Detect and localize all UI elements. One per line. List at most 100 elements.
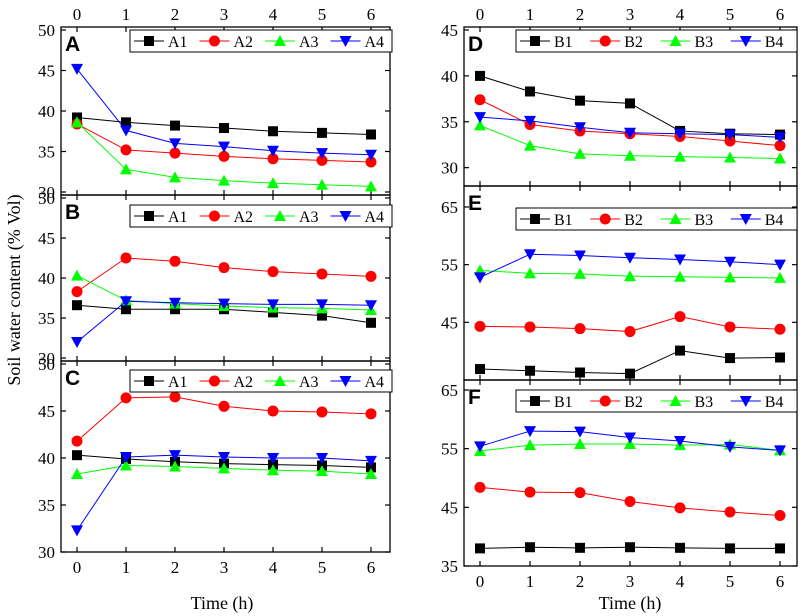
panel-c-ytick-label: 45 [38,402,55,421]
panel-d-legend: B1 B2 B3 B4 [515,29,798,53]
panel-a-series-a4-point [71,63,83,75]
panel-a-ytick-label: 50 [38,21,55,40]
panel-e-series-b2-point [624,326,636,338]
panel-f-ytick-label: 65 [441,381,458,400]
panel-c-series-a1-point [366,462,376,473]
panel-c-series-a2-point [365,408,377,420]
panel-b-series-a2-point [120,252,132,264]
panel-e-legend-label: B4 [765,212,784,229]
panel-d-series-b4-point [774,132,786,144]
panel-d-series-b2-point [774,140,786,152]
panel-e-series-b2-point [574,323,586,335]
panel-b-legend-swatch-marker [339,211,352,222]
panel-a-ytick-label: 40 [38,102,55,121]
panel-b-series-a2-point [169,255,181,267]
panel-b-series-a4-point [169,297,181,309]
panel-d-series-b3-point [674,150,686,162]
panel-e-legend-label: B3 [695,212,714,229]
panel-f-series-b4-point [674,436,686,448]
panel-b-series-a1-point [366,317,376,328]
panel-d-series-b3-point [574,147,586,159]
panel-b-legend-label: A1 [168,209,188,226]
panel-e-series-b4-point [674,254,686,266]
panel-e-series-b3-point [674,270,686,282]
panel-a-legend-swatch-marker [144,36,154,46]
panel-a-legend-swatch-marker [209,35,220,47]
panel-e-legend-swatch-marker [669,213,682,224]
panel-c-legend-swatch-marker [274,375,286,386]
panel-d-series-b3-point [474,119,486,131]
panel-f-series-b1-point [475,543,485,554]
panel-e-ytick-label: 65 [441,198,458,217]
panel-c-legend-swatch-marker [339,376,352,387]
panel-e: 45 55 65 E B1 B2 B3 B4 [441,185,798,381]
panel-a-series-a3-point [169,171,181,183]
panel-e-series-b1-point [775,352,785,363]
panel-b-legend-swatch-marker [144,211,154,221]
panel-a-series-a4-point [365,149,377,161]
panel-e-series-b3-point [774,271,786,283]
panel-e-series-b4-point [474,272,486,284]
panel-e-legend-label: B1 [554,212,573,229]
panel-a-legend-label: A2 [234,34,254,51]
panel-c-series-a4-point [218,452,230,464]
panel-b-series-a1-point [72,300,82,311]
panel-c-legend-swatch-marker [209,375,220,387]
panel-f-series-b4-point [724,441,736,453]
panel-e-series-b3-point [574,267,586,279]
panel-a-series-a4-point [267,145,279,157]
panel-c-series-a2-point [218,400,230,412]
panel-d-legend-label: B1 [554,34,573,51]
panel-f-series-b1-point [675,542,685,553]
panel-f-legend: B1 B2 B3 B4 [515,389,798,413]
panel-e-legend-swatch-marker [739,214,752,225]
panel-e-series-b1-point [525,365,535,376]
y-axis-title: Soil water content (% Vol) [4,194,25,385]
panel-f-legend-label: B3 [695,394,714,411]
panel-b-series-a1-point [121,304,131,315]
panel-d-top-xtick-label: 0 [476,5,485,24]
panel-d-series-b4-point [724,129,736,141]
panel-a-ytick-label: 35 [38,143,55,162]
panel-b-series-a2-point [316,268,328,280]
panel-f-legend-label: B2 [624,394,643,411]
panel-d-legend-swatch-marker [739,36,752,47]
panel-e-letter: E [468,192,482,215]
panel-d-letter: D [468,33,483,56]
panel-a-series-a3-point [365,180,377,192]
panel-c-ytick-label: 30 [38,543,55,562]
panel-c-legend-swatch-marker [144,376,154,386]
panel-b-ytick-label: 35 [38,309,55,328]
panel-e-series-b1-point [675,345,685,356]
panel-a-top-xtick-label: 5 [318,5,327,24]
panel-b-series-a4-point [365,300,377,312]
panel-c-series-a4-point [169,450,181,462]
panel-e-series-b4-point [574,250,586,262]
panel-d-ytick-label: 40 [441,67,458,86]
panel-a-series-a3-point [120,163,132,175]
panel-e-legend-swatch-marker [599,213,611,225]
panel-a-letter: A [65,33,80,56]
panel-c-series-a4-point [71,525,83,537]
panel-a-top-xtick-label: 2 [171,5,180,24]
panel-e-series-b2-point [724,321,736,333]
panel-c-xtick-label: 3 [220,558,229,577]
panel-c-legend-label: A1 [168,374,188,391]
panel-c-series-a4-point [365,455,377,467]
panel-f-legend-label: B4 [765,394,784,411]
panel-f-series-b3-point [574,437,586,449]
panel-a-series-a3-point [71,116,83,128]
panel-b-series-a4-point [316,299,328,311]
panel-c-letter: C [65,367,80,390]
panel-f-ytick-label: 45 [441,498,458,517]
panel-c-legend: A1 A2 A3 A4 [129,369,393,393]
panel-d-series-b3-point [624,149,636,161]
panel-e-legend-label: B2 [624,212,643,229]
panel-c-ytick-label: 50 [38,355,55,374]
panel-a-top-xtick-label: 4 [269,5,278,24]
panel-d-series-b3-point [774,152,786,164]
panel-d-series-b4-point [474,112,486,124]
